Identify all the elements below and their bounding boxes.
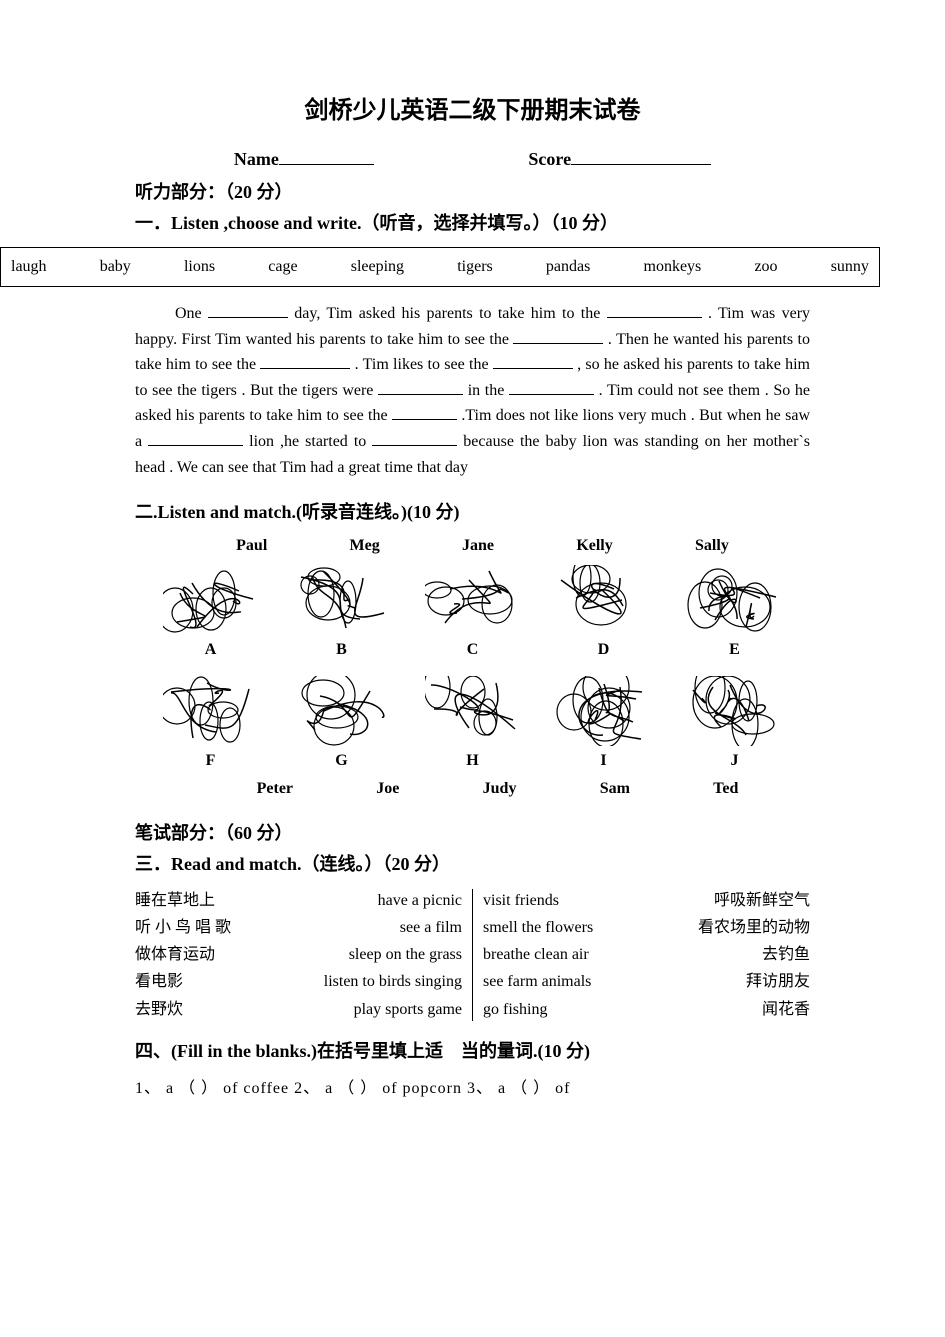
picture-letter: J	[731, 748, 739, 774]
picture-letter: I	[600, 748, 606, 774]
vertical-divider	[472, 889, 473, 1021]
match-cn: 看农场里的动物	[647, 914, 811, 941]
match-picture: A	[158, 565, 263, 663]
fill-blank[interactable]	[148, 429, 243, 446]
name-label: Name	[234, 145, 279, 174]
match-picture: B	[289, 565, 394, 663]
match-picture: I	[551, 676, 656, 774]
match-name: Sam	[600, 776, 630, 802]
name-score-line: Name Score	[135, 145, 810, 174]
match-name: Sally	[695, 533, 729, 559]
match-cn: 闻花香	[647, 996, 811, 1023]
match-name: Joe	[376, 776, 399, 802]
fill-blank[interactable]	[372, 429, 457, 446]
picture-letter: A	[205, 637, 217, 663]
match-en: visit friends	[483, 887, 647, 914]
match-en: play sports game	[299, 996, 463, 1023]
match-en: sleep on the grass	[299, 941, 463, 968]
wordbank-word: cage	[268, 254, 297, 280]
passage-text: lion ,he started to	[243, 433, 372, 450]
section3-heading: 三．Read and match.（连线。）（20 分）	[135, 850, 810, 879]
match-name: Kelly	[576, 533, 612, 559]
fill-blank[interactable]	[513, 327, 603, 344]
wordbank-word: pandas	[546, 254, 590, 280]
wordbank-word: tigers	[457, 254, 493, 280]
match-cn: 呼吸新鲜空气	[647, 887, 811, 914]
wordbank-word: sunny	[831, 254, 869, 280]
written-section-label: 笔试部分：（60 分）	[135, 819, 810, 848]
match-name: Jane	[462, 533, 494, 559]
picture-letter: F	[206, 748, 216, 774]
listening-section-label: 听力部分：（20 分）	[135, 178, 810, 207]
fill-blank[interactable]	[392, 403, 457, 420]
match-name: Paul	[236, 533, 267, 559]
picture-letter: H	[466, 748, 478, 774]
picture-letter: B	[336, 637, 347, 663]
match-en: go fishing	[483, 996, 647, 1023]
wordbank-word: monkeys	[644, 254, 702, 280]
wordbank-word: zoo	[754, 254, 777, 280]
match-name: Meg	[350, 533, 380, 559]
match-name: Peter	[257, 776, 293, 802]
match-picture: J	[682, 676, 787, 774]
match-en: smell the flowers	[483, 914, 647, 941]
match-cn: 拜访朋友	[647, 968, 811, 995]
match-en: listen to birds singing	[299, 968, 463, 995]
picture-letter: G	[335, 748, 347, 774]
fill-blank[interactable]	[607, 301, 702, 318]
fill-blank[interactable]	[509, 378, 594, 395]
page-title: 剑桥少儿英语二级下册期末试卷	[0, 90, 945, 125]
listen-match-figure: Paul Meg Jane Kelly Sally A B C D E F G H I J Pe…	[135, 533, 810, 801]
match-cn: 听 小 鸟 唱 歌	[135, 914, 299, 941]
passage-text: . Tim likes to see the	[350, 356, 492, 373]
match-cn: 睡在草地上	[135, 887, 299, 914]
picture-letter: E	[729, 637, 740, 663]
fill-blank[interactable]	[493, 352, 573, 369]
section1-heading: 一．Listen ,choose and write.（听音，选择并填写。）（1…	[135, 209, 810, 238]
match-cn: 去野炊	[135, 996, 299, 1023]
picture-letter: D	[598, 637, 610, 663]
match-en: have a picnic	[299, 887, 463, 914]
wordbank-word: lions	[184, 254, 215, 280]
passage-text: in the	[463, 382, 509, 399]
match-name: Ted	[713, 776, 738, 802]
match-en: see a film	[299, 914, 463, 941]
match-en: see farm animals	[483, 968, 647, 995]
wordbank-word: sleeping	[351, 254, 404, 280]
match-picture: C	[420, 565, 525, 663]
match-picture: G	[289, 676, 394, 774]
wordbank-box: laugh baby lions cage sleeping tigers pa…	[0, 247, 880, 287]
match-cn: 看电影	[135, 968, 299, 995]
match-picture: E	[682, 565, 787, 663]
match-picture: H	[420, 676, 525, 774]
wordbank-word: laugh	[11, 254, 47, 280]
wordbank-word: baby	[100, 254, 131, 280]
match-picture: D	[551, 565, 656, 663]
fill-blank[interactable]	[208, 301, 288, 318]
fill-blank[interactable]	[378, 378, 463, 395]
section2-heading: 二.Listen and match.(听录音连线。)(10 分)	[135, 498, 810, 527]
passage: One day, Tim asked his parents to take h…	[135, 301, 810, 480]
match-cn: 去钓鱼	[647, 941, 811, 968]
section4-heading: 四、(Fill in the blanks.)在括号里填上适 当的量词.(10 …	[135, 1037, 810, 1066]
read-match-table: 睡在草地上 听 小 鸟 唱 歌 做体育运动 看电影 去野炊 have a pic…	[135, 887, 810, 1023]
picture-letter: C	[467, 637, 479, 663]
match-cn: 做体育运动	[135, 941, 299, 968]
score-label: Score	[528, 145, 571, 174]
match-en: breathe clean air	[483, 941, 647, 968]
match-name: Judy	[483, 776, 517, 802]
passage-text: One	[175, 305, 208, 322]
name-blank[interactable]	[279, 146, 374, 165]
passage-text: day, Tim asked his parents to take him t…	[288, 305, 607, 322]
score-blank[interactable]	[571, 146, 711, 165]
match-picture: F	[158, 676, 263, 774]
section4-line1: 1、 a （ ） of coffee 2、 a （ ） of popcorn 3…	[135, 1076, 810, 1102]
fill-blank[interactable]	[260, 352, 350, 369]
